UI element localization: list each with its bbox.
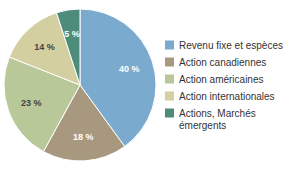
legend-label-line: émergents [179,120,226,131]
legend-swatch [165,41,174,50]
data-labels: 40 % 18 % 23 % 14 % 5 % [21,29,139,142]
legend-label: Actions, Marchésémergents [179,108,256,131]
legend-swatch [165,75,174,84]
legend-swatch [165,92,174,101]
data-label: 40 % [119,64,140,74]
legend-swatch [165,58,174,67]
legend-label-line: Action internationales [179,91,275,102]
legend-label-line: Action canadiennes [179,57,266,68]
legend-swatch [165,109,174,118]
legend-label: Action canadiennes [179,57,266,68]
pie-slice [57,9,80,85]
data-label: 23 % [21,98,42,108]
legend-label: Action américaines [179,74,263,85]
legend-label-line: Revenu fixe et espèces [179,40,283,51]
data-label: 5 % [64,29,80,39]
legend-label: Revenu fixe et espèces [179,40,283,51]
pie-slices [4,9,156,161]
legend: Revenu fixe et espèces Action canadiennes… [165,40,283,131]
chart-container: 40 % 18 % 23 % 14 % 5 % Revenu fixe et espèce… [0,0,300,170]
legend-label-line: Actions, Marchés [179,108,256,119]
data-label: 14 % [34,42,55,52]
chart: 40 % 18 % 23 % 14 % 5 % Revenu fixe et espèce… [0,0,300,170]
legend-label: Action internationales [179,91,275,102]
legend-label-line: Action américaines [179,74,263,85]
data-label: 18 % [73,132,94,142]
